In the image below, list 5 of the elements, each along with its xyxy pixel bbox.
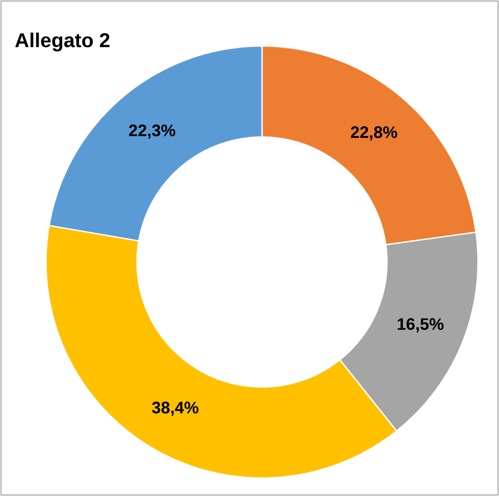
data-label: 22,3% bbox=[129, 124, 176, 139]
chart-title: Allegato 2 bbox=[15, 32, 110, 52]
data-label: 22,8% bbox=[350, 126, 398, 140]
data-label: 16,5% bbox=[398, 318, 444, 332]
data-label: 38,4% bbox=[152, 402, 198, 416]
